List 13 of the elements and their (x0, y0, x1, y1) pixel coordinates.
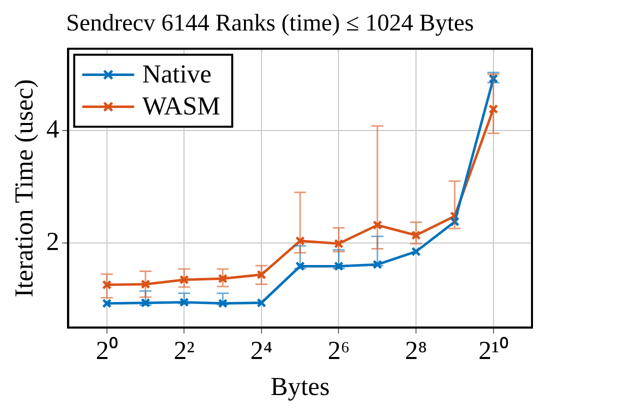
x-tick-label: 2² (174, 336, 195, 366)
x-tick-label: 2⁰ (96, 336, 118, 366)
y-axis-title: Iteration Time (usec) (9, 79, 38, 298)
chart-title: Sendrecv 6144 Ranks (time) ≤ 1024 Bytes (66, 10, 474, 37)
x-axis-title: Bytes (270, 372, 330, 402)
x-tick-label: 2⁴ (250, 336, 272, 366)
legend-label: WASM (142, 92, 220, 121)
x-tick-label: 2⁶ (328, 336, 350, 366)
y-tick-label: 4 (46, 114, 60, 144)
x-tick-label: 2¹⁰ (478, 336, 508, 366)
x-tick-label: 2⁸ (405, 336, 428, 366)
legend-label: Native (142, 60, 212, 89)
y-tick-label: 2 (46, 226, 60, 256)
